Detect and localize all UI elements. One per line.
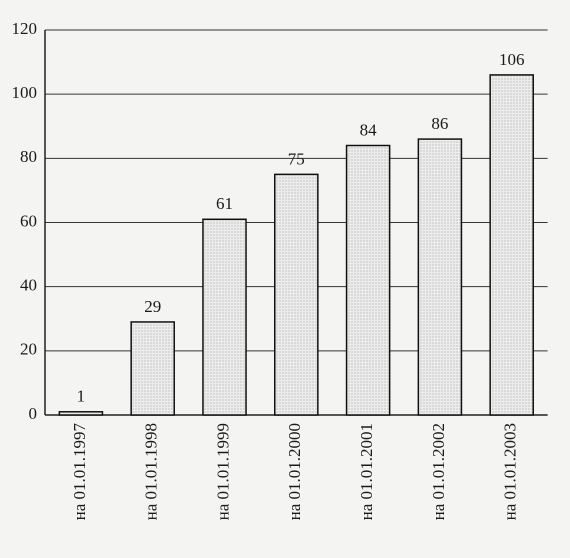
bar: [489, 74, 534, 416]
y-tick-label: 80: [20, 147, 37, 166]
value-label: 106: [499, 50, 525, 69]
value-label: 84: [360, 120, 378, 139]
y-tick-label: 20: [20, 340, 37, 359]
value-label: 75: [288, 149, 305, 168]
y-tick-label: 120: [12, 19, 38, 38]
value-label: 1: [77, 387, 86, 406]
x-tick-label: на 01.01.1997: [70, 423, 89, 521]
bar: [274, 173, 319, 416]
value-label: 61: [216, 194, 233, 213]
bar: [130, 321, 175, 416]
y-tick-label: 60: [20, 211, 37, 230]
x-tick-label: на 01.01.2003: [501, 423, 520, 520]
x-tick-label: на 01.01.2001: [357, 423, 376, 520]
x-tick-label: на 01.01.1999: [213, 423, 232, 520]
bar: [202, 218, 247, 416]
y-tick-label: 100: [12, 83, 38, 102]
x-tick-label: на 01.01.1998: [142, 423, 161, 520]
x-tick-label: на 01.01.2002: [429, 423, 448, 520]
bar: [345, 144, 391, 416]
value-label: 86: [431, 114, 448, 133]
bar: [417, 138, 463, 416]
x-tick-label: на 01.01.2000: [285, 423, 304, 520]
value-label: 29: [144, 297, 161, 316]
bar: [58, 411, 104, 416]
y-tick-label: 40: [20, 276, 37, 295]
y-tick-label: 0: [29, 404, 38, 423]
